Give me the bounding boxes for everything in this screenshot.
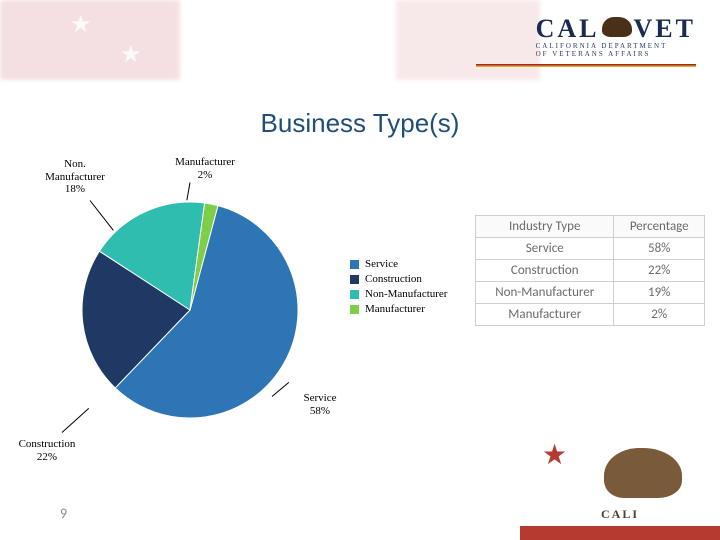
table-row: Service58% bbox=[476, 238, 705, 260]
table-header: Percentage bbox=[614, 216, 705, 238]
logo-subtext-2: OF VETERANS AFFAIRS bbox=[536, 50, 696, 58]
callout-non-manufacturer: Non.Manufacturer18% bbox=[30, 158, 120, 196]
legend-label: Manufacturer bbox=[365, 303, 425, 315]
legend-swatch-icon bbox=[350, 275, 359, 284]
page-title: Business Type(s) bbox=[0, 108, 720, 139]
pie-chart: Non.Manufacturer18% Manufacturer2% Servi… bbox=[40, 170, 340, 470]
legend-swatch-icon bbox=[350, 305, 359, 314]
legend-swatch-icon bbox=[350, 290, 359, 299]
legend-label: Service bbox=[365, 258, 398, 270]
data-table: Industry Type Percentage Service58%Const… bbox=[475, 215, 705, 326]
flag-text: CALI bbox=[520, 507, 720, 522]
california-flag-icon: ★ CALI bbox=[520, 430, 720, 540]
legend-label: Construction bbox=[365, 273, 422, 285]
banner-star-icon: ★ bbox=[120, 40, 142, 69]
pie-svg bbox=[80, 200, 300, 420]
legend-item: Non-Manufacturer bbox=[350, 288, 447, 300]
logo-underline bbox=[476, 64, 696, 67]
table-row: Non-Manufacturer19% bbox=[476, 282, 705, 304]
logo-text-right: VET bbox=[634, 14, 696, 44]
legend-item: Manufacturer bbox=[350, 303, 447, 315]
table-cell: 2% bbox=[614, 304, 705, 326]
table-row: Manufacturer2% bbox=[476, 304, 705, 326]
legend-item: Construction bbox=[350, 273, 447, 285]
legend: Service Construction Non-Manufacturer Ma… bbox=[350, 255, 447, 318]
table-header: Industry Type bbox=[476, 216, 614, 238]
callout-manufacturer: Manufacturer2% bbox=[160, 156, 250, 181]
legend-label: Non-Manufacturer bbox=[365, 288, 447, 300]
callout-service: Service58% bbox=[290, 392, 350, 417]
table-row: Construction22% bbox=[476, 260, 705, 282]
table-cell: 58% bbox=[614, 238, 705, 260]
calvet-logo: CAL VET CALIFORNIA DEPARTMENT OF VETERAN… bbox=[536, 14, 696, 58]
legend-swatch-icon bbox=[350, 260, 359, 269]
page-number: 9 bbox=[60, 505, 67, 522]
banner-star-icon: ★ bbox=[70, 10, 92, 39]
logo-text-left: CAL bbox=[536, 14, 600, 44]
bear-icon bbox=[602, 17, 632, 37]
flag-stripe bbox=[520, 526, 720, 540]
table-cell: Construction bbox=[476, 260, 614, 282]
table-cell: 19% bbox=[614, 282, 705, 304]
table-cell: Service bbox=[476, 238, 614, 260]
flag-bear-icon bbox=[604, 448, 682, 498]
table-cell: 22% bbox=[614, 260, 705, 282]
legend-item: Service bbox=[350, 258, 447, 270]
table-cell: Non-Manufacturer bbox=[476, 282, 614, 304]
flag-star-icon: ★ bbox=[542, 438, 567, 472]
callout-construction: Construction22% bbox=[2, 438, 92, 463]
table-cell: Manufacturer bbox=[476, 304, 614, 326]
